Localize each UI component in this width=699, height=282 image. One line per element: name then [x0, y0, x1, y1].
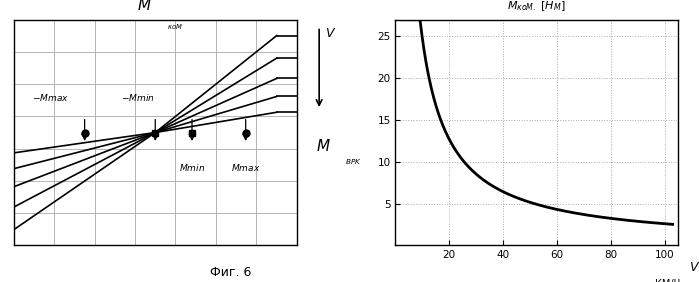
Text: $M$: $M$	[317, 138, 331, 154]
Text: $Mmax$: $Mmax$	[231, 162, 261, 173]
Text: $_{\mathit{\kappa o M}}$: $_{\mathit{\kappa o M}}$	[166, 22, 182, 32]
Text: $_{\mathit{B P K}}$: $_{\mathit{B P K}}$	[345, 157, 361, 167]
Text: $V$: $V$	[689, 261, 699, 274]
Text: $M_{\kappa o M.}\ [H_M]$: $M_{\kappa o M.}\ [H_M]$	[507, 0, 566, 13]
Text: $-Mmin$: $-Mmin$	[122, 92, 155, 103]
Text: $-Mmax$: $-Mmax$	[32, 92, 69, 103]
Text: КМ/Ч.: КМ/Ч.	[655, 279, 684, 282]
Text: Фиг. 6: Фиг. 6	[210, 266, 252, 279]
Text: $Mmin$: $Mmin$	[179, 162, 205, 173]
Text: $V$: $V$	[325, 27, 336, 39]
Text: $M$: $M$	[136, 0, 152, 13]
